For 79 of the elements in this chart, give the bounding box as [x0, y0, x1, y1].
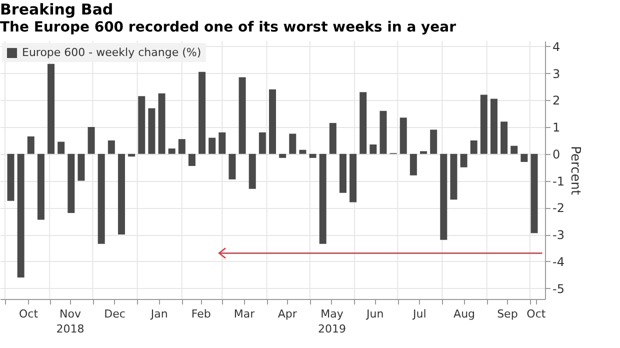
bar	[510, 146, 518, 154]
bar	[360, 92, 367, 154]
bar	[319, 154, 326, 244]
x-tick-label: Aug	[454, 308, 476, 320]
x-tick-label: Jan	[150, 308, 168, 320]
bar	[380, 110, 387, 154]
bar	[470, 140, 478, 154]
y-tick-label: -4	[552, 254, 564, 269]
bar	[460, 154, 468, 168]
bar	[48, 64, 55, 154]
bar	[58, 142, 65, 154]
bar	[188, 154, 196, 166]
bar	[500, 122, 508, 154]
x-tick-label: Sep	[497, 308, 518, 320]
x-tick-label: Mar	[234, 308, 256, 320]
bar	[248, 154, 256, 189]
y-tick-label: 2	[552, 94, 560, 108]
chart-subtitle: The Europe 600 recorded one of its worst weeks in a year	[0, 19, 456, 36]
bar	[178, 139, 186, 154]
bar	[370, 144, 377, 154]
bar	[269, 89, 276, 154]
bar	[480, 94, 488, 154]
bar	[279, 154, 286, 158]
x-tick-label: Feb	[191, 308, 211, 320]
x-tick-label: Jul	[412, 308, 426, 320]
y-tick-label: -1	[552, 174, 564, 188]
bar	[339, 154, 346, 193]
bar	[208, 138, 216, 154]
y-tick-label: 4	[552, 40, 560, 54]
bar	[490, 98, 498, 154]
bar	[430, 130, 438, 154]
bar	[238, 77, 246, 154]
x-tick-label: Nov 2018	[56, 308, 84, 336]
bar	[350, 154, 357, 202]
bar	[329, 122, 336, 154]
bar	[7, 154, 14, 201]
bar	[37, 154, 44, 220]
x-tick-label: Dec	[104, 308, 126, 320]
bar	[420, 151, 428, 154]
x-tick-label: May 2019	[318, 308, 346, 336]
bar	[148, 108, 156, 154]
bar	[450, 154, 458, 200]
bar	[128, 154, 136, 157]
bar	[158, 93, 166, 154]
bar	[68, 154, 75, 213]
bar	[258, 132, 266, 154]
legend-label: Europe 600 - weekly change (%)	[22, 46, 202, 59]
bar	[530, 154, 538, 234]
y-tick-label: -2	[552, 201, 564, 216]
bar	[309, 154, 316, 158]
bar	[410, 154, 417, 176]
x-tick-label: Apr	[278, 308, 298, 320]
bar	[168, 148, 176, 154]
bar	[520, 154, 528, 162]
bar	[218, 132, 226, 154]
x-tick-label: Oct	[526, 308, 546, 320]
bar	[198, 72, 206, 154]
bar	[299, 150, 306, 154]
y-tick-label: 1	[552, 120, 560, 134]
bar	[108, 140, 115, 154]
bar	[78, 154, 85, 181]
y-tick-label: 0	[552, 147, 560, 162]
bar	[138, 96, 146, 154]
bar	[228, 154, 236, 180]
y-tick-label: -3	[552, 228, 564, 242]
y-axis-title: Percent	[567, 146, 582, 195]
bar	[118, 154, 125, 234]
bar	[440, 154, 448, 240]
x-tick-label: Oct	[18, 308, 39, 320]
bar	[98, 154, 105, 244]
bar	[17, 154, 24, 278]
chart-title: Breaking Bad	[0, 0, 114, 18]
bar	[289, 134, 296, 154]
bar	[88, 127, 95, 154]
bar	[400, 118, 407, 154]
y-tick-label: -5	[552, 282, 564, 296]
y-tick-label: 3	[552, 66, 560, 81]
x-tick-label: Jun	[366, 308, 384, 320]
bar	[27, 136, 34, 154]
